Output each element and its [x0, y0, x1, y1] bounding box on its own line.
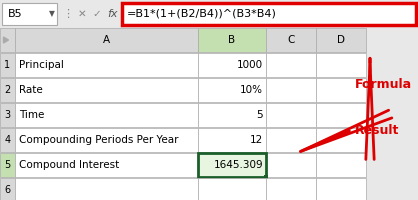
- Text: fx: fx: [107, 9, 117, 19]
- FancyBboxPatch shape: [15, 153, 198, 177]
- FancyBboxPatch shape: [15, 28, 198, 52]
- Text: Principal: Principal: [19, 60, 64, 70]
- FancyBboxPatch shape: [316, 53, 366, 77]
- FancyBboxPatch shape: [15, 53, 198, 77]
- FancyBboxPatch shape: [316, 103, 366, 127]
- Text: ✓: ✓: [93, 9, 102, 19]
- Text: B5: B5: [8, 9, 23, 19]
- FancyBboxPatch shape: [266, 28, 316, 52]
- FancyBboxPatch shape: [0, 78, 15, 102]
- Text: A: A: [103, 35, 110, 45]
- Text: ▼: ▼: [49, 9, 55, 19]
- FancyBboxPatch shape: [0, 28, 15, 52]
- Text: B: B: [229, 35, 236, 45]
- FancyBboxPatch shape: [198, 128, 266, 152]
- FancyBboxPatch shape: [15, 128, 198, 152]
- Text: 1645.309: 1645.309: [213, 160, 263, 170]
- Text: D: D: [337, 35, 345, 45]
- Text: 12: 12: [250, 135, 263, 145]
- Text: ⋮: ⋮: [62, 9, 74, 19]
- FancyBboxPatch shape: [0, 153, 15, 177]
- FancyBboxPatch shape: [266, 128, 316, 152]
- FancyBboxPatch shape: [15, 103, 198, 127]
- Text: =B1*(1+(B2/B4))^(B3*B4): =B1*(1+(B2/B4))^(B3*B4): [127, 9, 277, 19]
- FancyBboxPatch shape: [198, 153, 266, 177]
- FancyBboxPatch shape: [316, 28, 366, 52]
- Text: 2: 2: [4, 85, 10, 95]
- FancyBboxPatch shape: [316, 178, 366, 200]
- Text: Compounding Periods Per Year: Compounding Periods Per Year: [19, 135, 178, 145]
- Text: 4: 4: [5, 135, 10, 145]
- FancyBboxPatch shape: [266, 103, 316, 127]
- FancyBboxPatch shape: [266, 178, 316, 200]
- FancyBboxPatch shape: [15, 178, 198, 200]
- FancyBboxPatch shape: [198, 53, 266, 77]
- FancyBboxPatch shape: [266, 53, 316, 77]
- Bar: [264, 175, 268, 179]
- Text: 3: 3: [5, 110, 10, 120]
- FancyBboxPatch shape: [0, 128, 15, 152]
- FancyBboxPatch shape: [15, 78, 198, 102]
- FancyBboxPatch shape: [122, 3, 416, 25]
- FancyBboxPatch shape: [316, 78, 366, 102]
- Text: 5: 5: [4, 160, 10, 170]
- FancyBboxPatch shape: [316, 153, 366, 177]
- Text: 5: 5: [256, 110, 263, 120]
- Text: Compound Interest: Compound Interest: [19, 160, 119, 170]
- Text: Formula: Formula: [355, 78, 412, 92]
- Text: 10%: 10%: [240, 85, 263, 95]
- FancyBboxPatch shape: [198, 103, 266, 127]
- Polygon shape: [3, 37, 8, 43]
- Text: 6: 6: [5, 185, 10, 195]
- Text: Time: Time: [19, 110, 44, 120]
- FancyBboxPatch shape: [316, 128, 366, 152]
- Text: 1000: 1000: [237, 60, 263, 70]
- FancyBboxPatch shape: [266, 78, 316, 102]
- Text: Rate: Rate: [19, 85, 43, 95]
- FancyBboxPatch shape: [198, 153, 266, 177]
- FancyBboxPatch shape: [198, 28, 266, 52]
- Text: 1: 1: [5, 60, 10, 70]
- Text: C: C: [287, 35, 295, 45]
- Text: Result: Result: [355, 123, 399, 136]
- Text: ✕: ✕: [78, 9, 87, 19]
- FancyBboxPatch shape: [266, 153, 316, 177]
- FancyBboxPatch shape: [0, 53, 15, 77]
- FancyBboxPatch shape: [198, 178, 266, 200]
- FancyBboxPatch shape: [2, 3, 57, 25]
- FancyBboxPatch shape: [0, 103, 15, 127]
- FancyBboxPatch shape: [198, 78, 266, 102]
- FancyBboxPatch shape: [0, 178, 15, 200]
